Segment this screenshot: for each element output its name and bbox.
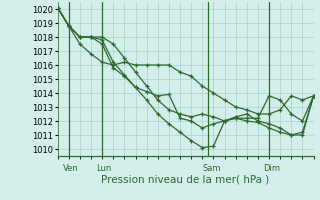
Text: Sam: Sam bbox=[202, 164, 221, 173]
Text: Ven: Ven bbox=[63, 164, 79, 173]
Text: Dim: Dim bbox=[263, 164, 281, 173]
Text: Lun: Lun bbox=[97, 164, 112, 173]
X-axis label: Pression niveau de la mer( hPa ): Pression niveau de la mer( hPa ) bbox=[101, 175, 270, 185]
